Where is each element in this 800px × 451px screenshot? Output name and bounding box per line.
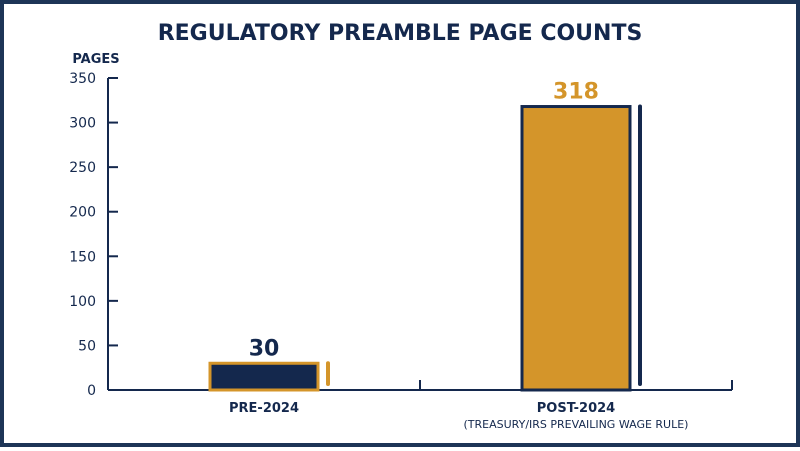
chart-title: REGULATORY PREAMBLE PAGE COUNTS — [158, 21, 643, 46]
bars: 30 PRE-2024 318 POST-2024 (TREASURY/IRS PREV… — [208, 80, 689, 431]
y-tick-label: 200 — [69, 205, 96, 221]
x-tick-label: PRE-2024 — [229, 401, 299, 416]
bar — [208, 361, 320, 392]
x-tick-label: POST-2024 — [537, 401, 615, 416]
y-tick-label: 150 — [69, 249, 96, 265]
bar — [520, 105, 632, 392]
y-tick-label: 0 — [87, 383, 96, 399]
y-axis-label: PAGES — [72, 52, 119, 67]
x-tick-sublabel: (TREASURY/IRS PREVAILING WAGE RULE) — [464, 418, 689, 431]
data-label: 318 — [553, 80, 599, 105]
y-tick-label: 50 — [78, 338, 96, 354]
y-tick-label: 250 — [69, 160, 96, 176]
y-tick-label: 300 — [69, 116, 96, 132]
y-tick-label: 100 — [69, 294, 96, 310]
data-label: 30 — [249, 336, 280, 361]
y-tick-label: 350 — [69, 71, 96, 87]
